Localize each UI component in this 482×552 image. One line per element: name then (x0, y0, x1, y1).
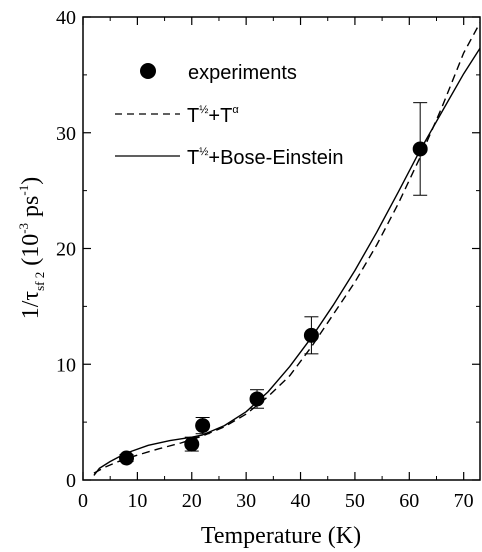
data-point (412, 141, 428, 157)
legend: experiments T½+Tα T½+Bose-Einstein (115, 62, 343, 169)
legend-marker-experiments (140, 63, 156, 79)
y-tick-label: 10 (56, 354, 76, 376)
x-tick-label: 10 (127, 490, 147, 512)
solid-fit-curve (93, 47, 481, 476)
legend-label-solid: T½+Bose-Einstein (187, 146, 343, 169)
legend-label-experiments: experiments (188, 62, 297, 84)
data-point (119, 450, 135, 466)
data-point (195, 418, 211, 434)
legend-label-dashed: T½+Tα (187, 104, 239, 127)
x-tick-label: 40 (291, 490, 311, 512)
curves (93, 22, 481, 476)
axis-ticks: 0 10 20 30 40 50 60 70 0 10 20 30 40 (56, 7, 480, 512)
x-tick-label: 50 (345, 490, 365, 512)
x-tick-label: 60 (399, 490, 419, 512)
x-tick-label: 70 (454, 490, 474, 512)
x-tick-label: 0 (78, 490, 88, 512)
x-axis-title: Temperature (K) (201, 523, 361, 549)
y-tick-label: 40 (56, 7, 76, 29)
x-tick-label: 20 (182, 490, 202, 512)
y-tick-label: 30 (56, 123, 76, 145)
data-point (303, 327, 319, 343)
y-axis-title: 1/τsf 2(10-3 ps-1) (16, 177, 47, 319)
plot-frame (82, 16, 481, 481)
y-tick-label: 0 (66, 470, 76, 492)
data-point (249, 391, 265, 407)
dashed-fit-curve (93, 22, 481, 474)
x-tick-label: 30 (236, 490, 256, 512)
data-point (184, 436, 200, 452)
data-points (119, 102, 428, 466)
y-tick-label: 20 (56, 239, 76, 261)
